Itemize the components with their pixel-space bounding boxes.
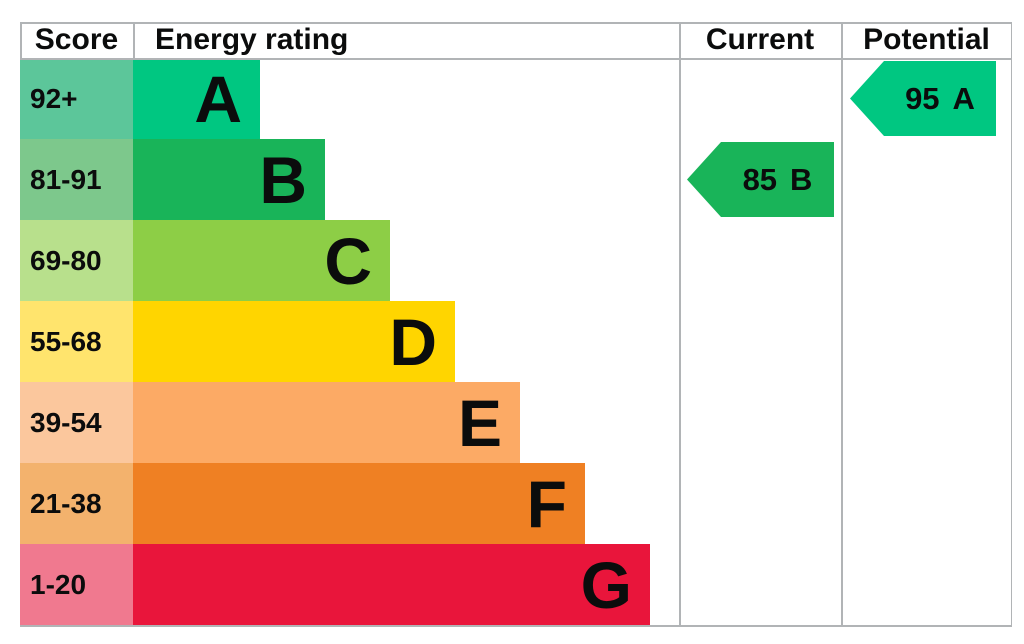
band-score-label: 1-20 [30, 568, 87, 600]
band-row-f: 21-38 F [20, 463, 1012, 544]
potential-arrow: 95 A [850, 61, 996, 136]
rating-current-divider [679, 22, 681, 626]
current-potential-divider [841, 22, 843, 626]
band-score-label: 21-38 [30, 487, 102, 519]
band-score-label: 81-91 [30, 163, 102, 195]
band-bar: E [133, 382, 520, 463]
band-score-cell: 1-20 [20, 544, 133, 625]
band-score-label: 69-80 [30, 244, 102, 276]
band-score-label: 92+ [30, 82, 78, 114]
chart-area: Score Energy rating Current Potential 92… [20, 22, 1012, 628]
band-score-cell: 55-68 [20, 301, 133, 382]
band-letter: G [580, 547, 632, 622]
score-header: Score [34, 23, 119, 56]
band-rows: 92+ A 81-91 B 69-80 C [20, 58, 1012, 625]
band-score-label: 55-68 [30, 325, 102, 357]
band-bar: A [133, 58, 260, 139]
band-score-cell: 39-54 [20, 382, 133, 463]
band-letter: D [389, 304, 437, 379]
table-right-border [1010, 22, 1012, 626]
potential-header: Potential [863, 23, 990, 56]
band-letter: A [194, 61, 242, 136]
current-header: Current [705, 23, 815, 56]
band-bar: D [133, 301, 455, 382]
band-score-cell: 92+ [20, 58, 133, 139]
band-score-label: 39-54 [30, 406, 102, 438]
band-score-cell: 21-38 [20, 463, 133, 544]
band-letter: B [259, 142, 307, 217]
band-letter: E [457, 385, 502, 460]
band-bar: B [133, 139, 325, 220]
current-arrow: 85 B [687, 142, 834, 217]
potential-score-value: 95 [905, 80, 940, 116]
band-bar: C [133, 220, 390, 301]
band-letter: F [526, 466, 567, 541]
band-bar: F [133, 463, 585, 544]
table-bottom-border [20, 625, 1012, 627]
band-row-b: 81-91 B [20, 139, 1012, 220]
score-rating-divider [133, 22, 135, 59]
band-score-cell: 81-91 [20, 139, 133, 220]
current-score-value: 85 [742, 161, 778, 197]
band-score-cell: 69-80 [20, 220, 133, 301]
band-row-c: 69-80 C [20, 220, 1012, 301]
band-row-d: 55-68 D [20, 301, 1012, 382]
band-row-g: 1-20 G [20, 544, 1012, 625]
current-band-letter: B [790, 161, 813, 197]
header-left-border [20, 22, 22, 59]
band-row-e: 39-54 E [20, 382, 1012, 463]
band-row-a: 92+ A [20, 58, 1012, 139]
band-bar: G [133, 544, 650, 625]
header-bottom-border [20, 58, 1012, 60]
table-top-border [20, 22, 1012, 24]
band-letter: C [324, 223, 372, 298]
energy-rating-header: Energy rating [155, 23, 349, 56]
potential-band-letter: A [952, 80, 975, 116]
